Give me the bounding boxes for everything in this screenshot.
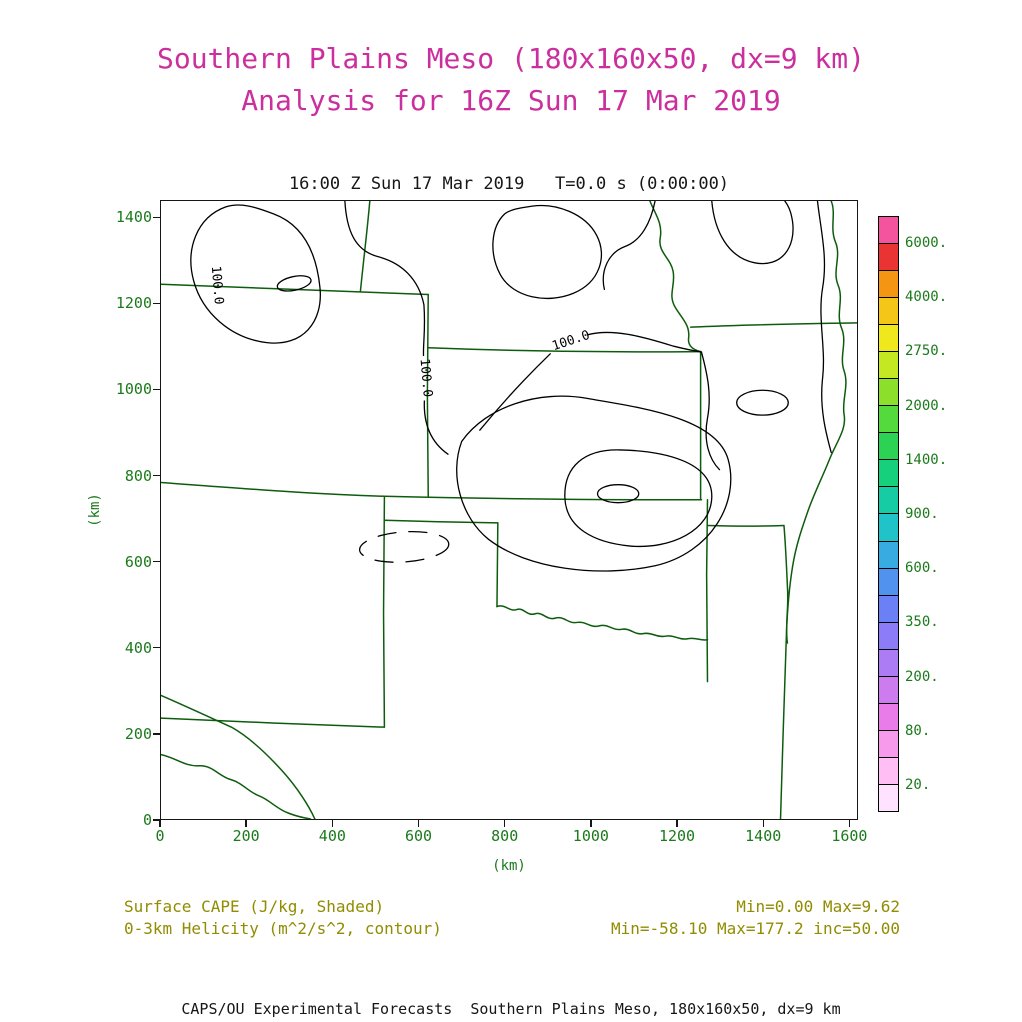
colorbar-segment [879,297,898,325]
colorbar-segment [879,405,898,433]
x-axis-tick-label: 1000 [572,827,609,845]
colorbar-segment [879,324,898,352]
y-axis-tick-mark [153,819,160,821]
colorbar-segment [879,729,898,757]
colorbar-tick-label: 2750. [905,343,948,360]
colorbar-tick-label: 4000. [905,289,948,306]
y-axis-tick-label: 1200 [115,294,152,313]
x-axis-tick-label: 1400 [745,827,782,845]
colorbar-tick-label: 20. [905,776,931,793]
plot-valid-time-header: 16:00 Z Sun 17 Mar 2019 T=0.0 s (0:00:00… [288,174,730,194]
y-axis-tick-mark [153,560,160,563]
y-axis-tick-label: 400 [124,638,152,657]
colorbar-segment [879,756,898,784]
state-borders [161,201,857,819]
x-axis-tick-label: 0 [155,827,165,845]
y-axis-tick-label: 600 [124,552,152,571]
colorbar [878,216,899,812]
colorbar-segment [879,378,898,406]
x-axis-tick-label: 1600 [831,827,868,845]
legend-shaded-field: Surface CAPE (J/kg, Shaded) [124,897,385,916]
colorbar-segment [879,513,898,541]
colorbar-segment [879,216,898,244]
map-svg: 100.0 100.0 100.0 [161,201,857,819]
x-axis-title: (km) [492,858,526,874]
colorbar-segment [879,702,898,730]
contour-label: 100.0 [417,358,435,398]
y-axis-tick-mark [153,388,160,391]
x-axis-tick-mark [417,820,420,827]
colorbar-segment [879,594,898,622]
y-axis-tick-mark [153,647,160,649]
colorbar-tick-label: 200. [905,668,939,685]
colorbar-segment [879,351,898,379]
legend-block: Surface CAPE (J/kg, Shaded) 0-3km Helici… [124,896,442,940]
x-axis-tick-mark [503,820,506,827]
map-frame: 100.0 100.0 100.0 [160,200,858,820]
colorbar-segment [879,648,898,676]
colorbar-tick-label: 80. [905,722,931,739]
x-axis-tick-label: 400 [318,827,346,845]
y-axis-tick-label: 200 [124,724,152,743]
colorbar-segment [879,675,898,703]
contour-lines [191,201,831,571]
y-axis-tick-label: 1400 [115,208,152,227]
legend-contour-field: 0-3km Helicity (m^2/s^2, contour) [124,919,442,938]
y-axis-tick-mark [153,474,160,477]
stats-contour-minmax: Min=-58.10 Max=177.2 inc=50.00 [611,919,900,938]
colorbar-tick-label: 600. [905,560,939,577]
colorbar-tick-label: 2000. [905,397,948,414]
dashed-negative-contour [359,529,450,565]
y-axis-tick-mark [153,216,160,218]
stats-block: Min=0.00 Max=9.62 Min=-58.10 Max=177.2 i… [540,896,900,940]
x-axis-tick-mark [159,820,161,827]
colorbar-segment [879,567,898,595]
colorbar-segment [879,432,898,460]
x-axis-tick-label: 800 [491,827,519,845]
y-axis-tick-mark [153,733,160,735]
page-title-line2: Analysis for 16Z Sun 17 Mar 2019 [241,84,781,117]
colorbar-segment [879,486,898,514]
x-axis-tick-label: 200 [232,827,260,845]
x-axis-tick-mark [762,820,764,827]
colorbar-tick-label: 6000. [905,235,948,252]
colorbar-segment [879,540,898,568]
colorbar-segment [879,783,898,811]
stats-shaded-minmax: Min=0.00 Max=9.62 [736,897,900,916]
colorbar-segment [879,621,898,649]
colorbar-tick-label: 350. [905,614,939,631]
x-axis-tick-mark [848,820,851,827]
x-axis-tick-mark [590,820,592,827]
y-axis-tick-label: 1000 [115,380,152,399]
contour-label: 100.0 [208,265,226,305]
x-axis-tick-mark [331,820,334,827]
colorbar-tick-label: 900. [905,506,939,522]
x-axis-tick-mark [245,820,247,827]
colorbar-segment [879,243,898,271]
x-axis-tick-label: 1200 [658,827,696,845]
contour-label: 100.0 [550,328,592,354]
y-axis-tick-mark [153,302,160,305]
y-axis-title: (km) [87,493,103,527]
x-axis-tick-mark [676,820,678,827]
colorbar-segment [879,459,898,487]
colorbar-segment [879,270,898,298]
footer-credit: CAPS/OU Experimental Forecasts Southern … [181,1000,841,1018]
y-axis-tick-label: 0 [142,811,152,829]
x-axis-tick-label: 600 [404,827,433,845]
y-axis-tick-label: 800 [124,466,152,485]
page-title-line1: Southern Plains Meso (180x160x50, dx=9 k… [156,42,865,75]
colorbar-tick-label: 1400. [905,451,948,468]
contour-labels: 100.0 100.0 100.0 [208,265,592,398]
